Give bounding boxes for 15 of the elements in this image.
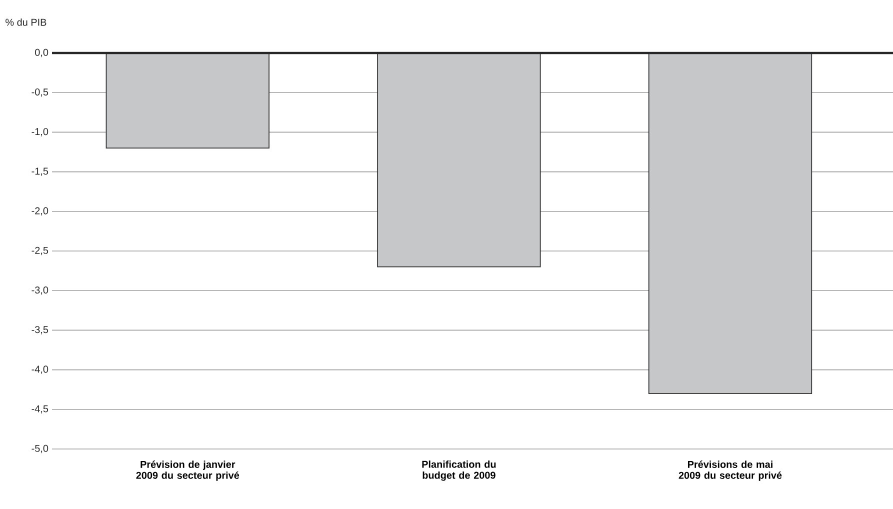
y-tick-label: -3,0 xyxy=(32,286,48,295)
y-tick-label: -2,0 xyxy=(32,207,48,216)
x-tick-label: Prévisions de mai 2009 du secteur privé xyxy=(678,460,782,481)
x-tick-label: Prévision de janvier 2009 du secteur privé xyxy=(136,460,240,481)
y-tick-label: 0,0 xyxy=(35,48,48,58)
y-axis-title: % du PIB xyxy=(6,18,46,26)
y-tick-label: -5,0 xyxy=(32,444,48,454)
x-tick-label: Planification du budget de 2009 xyxy=(422,460,496,481)
y-tick-label: -4,5 xyxy=(32,405,48,414)
y-tick-label: -1,0 xyxy=(32,128,48,136)
y-tick-label: -1,5 xyxy=(32,168,48,176)
y-tick-label: -4,0 xyxy=(32,366,48,374)
y-tick-label: -3,5 xyxy=(32,326,48,334)
y-tick-label: -2,5 xyxy=(32,246,48,256)
y-tick-label: -0,5 xyxy=(32,88,48,97)
